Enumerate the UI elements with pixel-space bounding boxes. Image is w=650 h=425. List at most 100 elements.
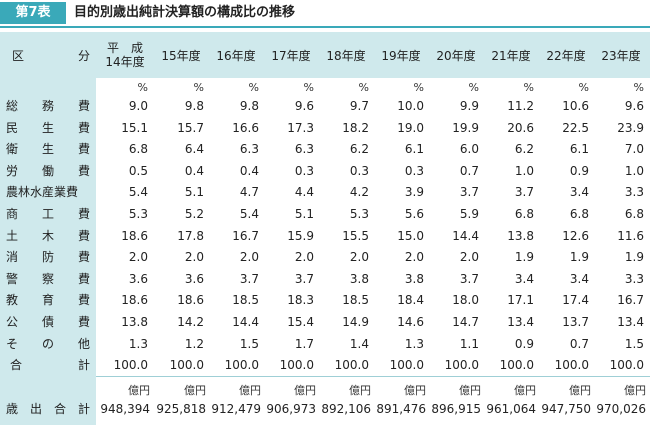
row-label-char: 防 — [41, 250, 54, 265]
table-cell: 14.7 — [452, 315, 479, 329]
column-header-band — [0, 32, 650, 78]
table-cell: 0.7 — [459, 163, 479, 178]
row-label: 公債費 — [6, 312, 90, 332]
row-label-char: 商 — [6, 207, 19, 221]
table-cell: 3.7 — [459, 185, 479, 200]
table-cell: 2.0 — [294, 250, 314, 265]
table-cell: 4.2 — [349, 185, 369, 200]
column-head-year: 19年度 — [381, 48, 421, 63]
table-cell: 0.9 — [514, 336, 534, 351]
unit-oku-yen: 億円 — [514, 384, 536, 397]
row-label-char: 費 — [77, 293, 90, 308]
row-label-char: 育 — [41, 293, 54, 308]
row-label-char: 木 — [41, 228, 54, 243]
table-cell: 16.7 — [617, 293, 644, 308]
unit-oku-yen: 億円 — [128, 384, 150, 397]
table-cell: 17.4 — [562, 293, 589, 308]
column-head-year: 22年度 — [546, 48, 586, 63]
row-label-char: 総 — [6, 99, 19, 113]
table-cell: 1.9 — [624, 250, 644, 265]
total-cell: 961,064 — [486, 402, 536, 416]
unit-percent: % — [248, 81, 259, 94]
column-head-year: 平 成 14年度 — [105, 41, 145, 69]
table-cell: 3.7 — [294, 271, 314, 286]
table-cell: 0.4 — [239, 163, 259, 178]
row-label-char: 民 — [6, 120, 19, 135]
table-cell: 9.9 — [459, 99, 479, 113]
row-label: 消防費 — [6, 247, 90, 267]
total-cell: 896,915 — [431, 402, 481, 416]
table-cell: 3.4 — [569, 185, 589, 200]
table-cell: 23.9 — [617, 120, 644, 135]
row-label-char: 公 — [6, 315, 19, 329]
table-cell: 3.7 — [514, 185, 534, 200]
row-label: 商工費 — [6, 204, 90, 224]
unit-oku-yen: 億円 — [624, 384, 646, 397]
table-cell: 6.4 — [184, 142, 204, 157]
table-cell: 1.0 — [514, 163, 534, 178]
table-cell: 14.2 — [177, 315, 204, 329]
row-label-char: 費 — [77, 163, 90, 178]
table-cell: 100.0 — [444, 358, 479, 373]
unit-percent: % — [303, 81, 314, 94]
unit-percent: % — [137, 81, 148, 94]
row-label-char: 生 — [41, 142, 54, 157]
unit-percent: % — [413, 81, 424, 94]
table-cell: 13.4 — [507, 315, 534, 329]
column-head-year: 16年度 — [216, 48, 256, 63]
table-cell: 1.5 — [239, 336, 259, 351]
row-label-char: 費 — [77, 120, 90, 135]
table-cell: 0.4 — [184, 163, 204, 178]
table-cell: 14.4 — [452, 228, 479, 243]
column-head-category-left: 区 — [12, 49, 25, 63]
table-cell: 19.9 — [452, 120, 479, 135]
unit-oku-yen: 億円 — [404, 384, 426, 397]
total-cell: 970,026 — [596, 402, 646, 416]
row-label: 警察費 — [6, 269, 90, 289]
table-cell: 9.8 — [184, 99, 204, 113]
table-cell: 18.6 — [121, 228, 148, 243]
table-title: 目的別歳出純計決算額の構成比の推移 — [74, 5, 296, 20]
table-cell: 3.7 — [239, 271, 259, 286]
row-label-char: 教 — [6, 293, 19, 308]
table-cell: 0.9 — [569, 163, 589, 178]
table-cell: 6.0 — [459, 142, 479, 157]
table-cell: 16.6 — [232, 120, 259, 135]
table-cell: 7.0 — [624, 142, 644, 157]
table-cell: 3.4 — [569, 271, 589, 286]
unit-oku-yen: 億円 — [349, 384, 371, 397]
table-cell: 16.7 — [232, 228, 259, 243]
table-cell: 18.2 — [342, 120, 369, 135]
row-label-char: 務 — [41, 99, 54, 113]
table-cell: 1.9 — [569, 250, 589, 265]
table-cell: 4.7 — [239, 185, 259, 200]
row-label: 労働費 — [6, 161, 90, 181]
table-cell: 1.7 — [294, 336, 314, 351]
table-number-badge: 第7表 — [0, 2, 66, 24]
row-label-char: 土 — [6, 228, 19, 243]
table-cell: 14.9 — [342, 315, 369, 329]
table-cell: 9.8 — [239, 99, 259, 113]
table-cell: 1.0 — [624, 163, 644, 178]
table-cell: 100.0 — [169, 358, 204, 373]
table-cell: 3.6 — [184, 271, 204, 286]
row-label-char: 費 — [77, 315, 90, 329]
table-cell: 17.3 — [287, 120, 314, 135]
table-cell: 14.4 — [232, 315, 259, 329]
total-cell: 948,394 — [100, 402, 150, 416]
row-label-char: 働 — [41, 163, 54, 178]
table-cell: 19.0 — [397, 120, 424, 135]
table-cell: 6.3 — [239, 142, 259, 157]
unit-percent: % — [523, 81, 534, 94]
unit-percent: % — [358, 81, 369, 94]
table-cell: 9.6 — [624, 99, 644, 113]
table-cell: 3.3 — [624, 271, 644, 286]
table-cell: 5.3 — [128, 207, 148, 221]
table-cell: 1.9 — [514, 250, 534, 265]
unit-oku-yen: 億円 — [184, 384, 206, 397]
unit-percent: % — [193, 81, 204, 94]
unit-oku-yen: 億円 — [569, 384, 591, 397]
table-cell: 18.5 — [232, 293, 259, 308]
total-separator — [96, 376, 650, 377]
table-cell: 9.6 — [294, 99, 314, 113]
